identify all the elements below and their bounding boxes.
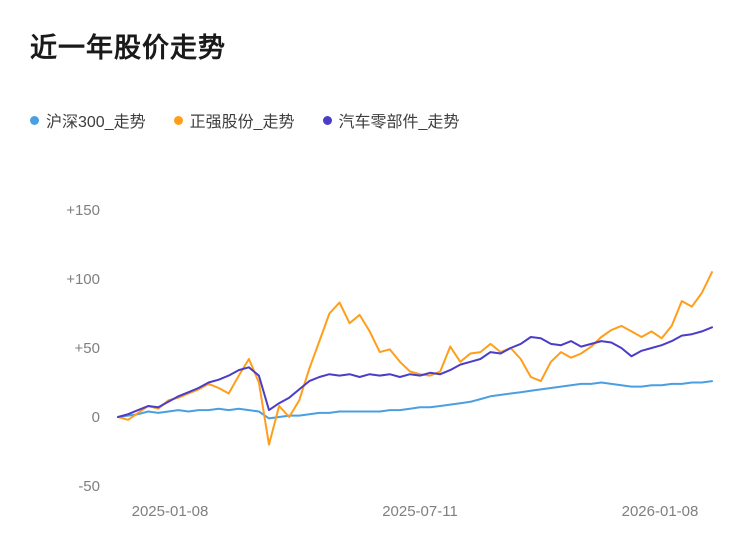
y-axis-tick-label: 0 — [92, 409, 100, 426]
x-axis-tick-label: 2026-01-08 — [622, 503, 699, 520]
legend-label: 汽车零部件_走势 — [338, 114, 460, 131]
legend-item-1[interactable]: 正强股份_走势 — [173, 108, 295, 132]
series-line-0 — [117, 380, 713, 420]
legend: 沪深300_走势 正强股份_走势 汽车零部件_走势 — [30, 108, 459, 132]
legend-dot-icon — [30, 115, 39, 125]
y-axis-tick-label: +150 — [66, 202, 100, 219]
legend-label: 沪深300_走势 — [46, 114, 146, 131]
x-axis-tick-label: 2025-07-11 — [382, 503, 458, 520]
legend-dot-icon — [173, 115, 183, 125]
series-line-1 — [117, 271, 713, 446]
legend-label: 正强股份_走势 — [189, 114, 295, 131]
y-axis-tick-label: +50 — [75, 340, 100, 357]
x-axis-tick-label: 2025-01-08 — [132, 503, 209, 520]
chart-title: 近一年股价走势 — [30, 33, 226, 63]
legend-item-0[interactable]: 沪深300_走势 — [30, 108, 146, 132]
legend-item-2[interactable]: 汽车零部件_走势 — [322, 108, 460, 132]
y-axis-tick-label: +100 — [66, 271, 100, 288]
series-line-2 — [117, 326, 713, 418]
legend-dot-icon — [322, 115, 332, 125]
y-axis-tick-label: -50 — [78, 478, 100, 495]
